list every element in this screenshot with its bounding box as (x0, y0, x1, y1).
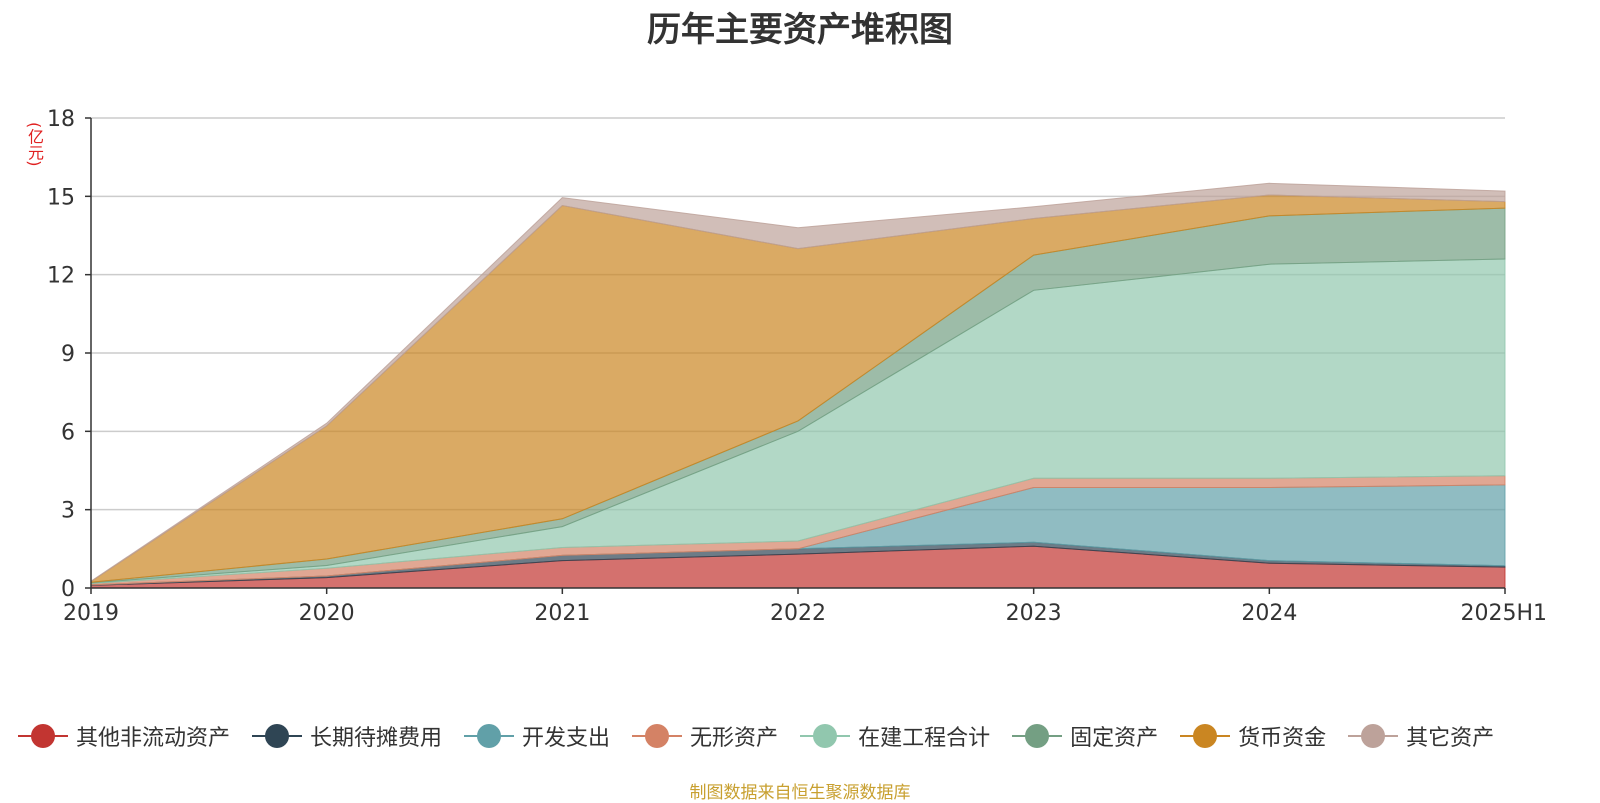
legend-item[interactable]: 长期待摊费用 (252, 720, 442, 752)
x-tick-label: 2025H1 (1460, 601, 1547, 626)
legend-item[interactable]: 无形资产 (632, 720, 778, 752)
x-tick-label: 2021 (534, 601, 590, 626)
legend-marker-icon (632, 724, 683, 748)
tick-labels: 0 3 6 9 12 15 18 2019 2020 2021 2022 2023 2024 2025H1 (47, 107, 1547, 626)
legend-label: 其它资产 (1406, 726, 1495, 751)
y-tick-label: 12 (47, 264, 75, 289)
y-tick-label: 15 (47, 185, 75, 210)
y-axis-unit-label: (亿元) (25, 122, 44, 167)
area-series (90, 182, 1506, 589)
chart-legend: 其他非流动资产 长期待摊费用 开发支出 无形资产 在建工程合计 固定资产 货币资金 其它资产 (18, 718, 1516, 754)
legend-marker-icon (1348, 724, 1399, 748)
legend-label: 固定资产 (1070, 726, 1159, 751)
y-tick-label: 6 (61, 420, 75, 445)
legend-marker-icon (18, 724, 68, 748)
legend-item[interactable]: 在建工程合计 (800, 720, 990, 752)
x-tick-label: 2024 (1241, 601, 1297, 626)
y-tick-label: 0 (61, 577, 75, 602)
legend-item[interactable]: 固定资产 (1012, 720, 1158, 752)
legend-label: 开发支出 (522, 726, 611, 751)
legend-item[interactable]: 开发支出 (464, 720, 610, 752)
legend-marker-icon (1180, 724, 1231, 748)
legend-label: 其他非流动资产 (76, 726, 231, 751)
y-tick-label: 18 (47, 107, 75, 132)
legend-item[interactable]: 货币资金 (1180, 720, 1326, 752)
legend-label: 无形资产 (690, 726, 779, 751)
x-tick-label: 2023 (1006, 601, 1062, 626)
legend-item[interactable]: 其他非流动资产 (18, 720, 230, 752)
legend-item[interactable]: 其它资产 (1348, 720, 1494, 752)
x-tick-label: 2022 (770, 601, 826, 626)
x-tick-label: 2019 (63, 601, 119, 626)
legend-marker-icon (1012, 724, 1063, 748)
chart-title: 历年主要资产堆积图 (647, 10, 953, 50)
data-source-note: 制图数据来自恒生聚源数据库 (689, 783, 911, 803)
y-tick-label: 9 (61, 342, 75, 367)
legend-label: 货币资金 (1238, 726, 1327, 751)
legend-label: 长期待摊费用 (310, 726, 443, 751)
y-tick-label: 3 (61, 499, 75, 524)
legend-marker-icon (252, 724, 303, 748)
x-tick-label: 2020 (299, 601, 355, 626)
legend-label: 在建工程合计 (858, 726, 991, 751)
series-area (90, 182, 1506, 583)
stacked-area-chart: 0 3 6 9 12 15 18 2019 2020 2021 2022 2023 2024 2025H1 (47, 107, 1547, 626)
axes (85, 117, 1506, 594)
legend-marker-icon (464, 724, 515, 748)
legend-marker-icon (800, 724, 851, 748)
